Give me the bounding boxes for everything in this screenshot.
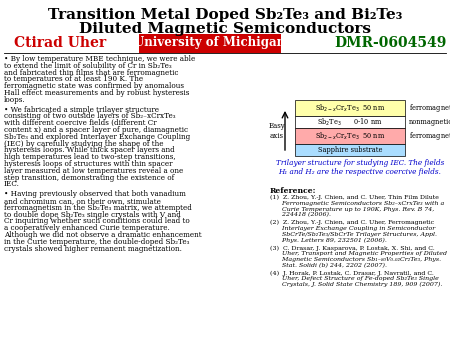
Text: Ctirad Uher: Ctirad Uher: [14, 36, 106, 50]
Text: Cr inquiring whether such conditions could lead to: Cr inquiring whether such conditions cou…: [4, 217, 190, 225]
Text: layer measured at low temperatures reveal a one: layer measured at low temperatures revea…: [4, 167, 183, 175]
Text: Curie Temperature up to 190K, Phys. Rev. B 74,: Curie Temperature up to 190K, Phys. Rev.…: [270, 207, 434, 212]
Text: to double dope Sb₂Te₃ single crystals with V and: to double dope Sb₂Te₃ single crystals wi…: [4, 211, 181, 219]
Text: ferromagnetic, H$_{c1}$: ferromagnetic, H$_{c1}$: [409, 130, 450, 142]
Text: Sb$_2$Te$_3$      0-10 nm: Sb$_2$Te$_3$ 0-10 nm: [317, 116, 383, 128]
Text: Stat. Solidi (b) 244, 2202 (2007).: Stat. Solidi (b) 244, 2202 (2007).: [270, 263, 387, 268]
Text: Reference:: Reference:: [270, 187, 316, 195]
Text: Although we did not observe a dramatic enhancement: Although we did not observe a dramatic e…: [4, 231, 202, 239]
Text: • By low temperature MBE technique, we were able: • By low temperature MBE technique, we w…: [4, 55, 195, 63]
Text: • We fabricated a simple trilayer structure: • We fabricated a simple trilayer struct…: [4, 105, 159, 114]
FancyBboxPatch shape: [139, 34, 281, 53]
Text: to extend the limit of solubility of Cr in Sb₂Te₃: to extend the limit of solubility of Cr …: [4, 62, 172, 70]
Text: crystals showed higher remanent magnetization.: crystals showed higher remanent magnetiz…: [4, 245, 182, 252]
Text: DMR-0604549: DMR-0604549: [334, 36, 446, 50]
Text: ferromagnetic, H$_{c2}$: ferromagnetic, H$_{c2}$: [409, 102, 450, 114]
Text: Ferromagnetic Semiconductors Sb₂₋xCrxTe₃ with a: Ferromagnetic Semiconductors Sb₂₋xCrxTe₃…: [270, 201, 444, 206]
Text: Sb$_{2-x}$Cr$_x$Te$_3$  50 nm: Sb$_{2-x}$Cr$_x$Te$_3$ 50 nm: [315, 130, 385, 142]
Text: a cooperatively enhanced Curie temperature.: a cooperatively enhanced Curie temperatu…: [4, 224, 170, 232]
Text: Diluted Magnetic Semiconductors: Diluted Magnetic Semiconductors: [79, 22, 371, 36]
Text: Uher, Defect Structure of Fe-doped Sb₂Te₃ Single: Uher, Defect Structure of Fe-doped Sb₂Te…: [270, 276, 439, 282]
Text: to temperatures of at least 190 K. The: to temperatures of at least 190 K. The: [4, 75, 143, 83]
Text: consisting of two outside layers of Sb₂₋xCrxTe₃: consisting of two outside layers of Sb₂₋…: [4, 113, 176, 120]
Text: hysteresis loops of structures with thin spacer: hysteresis loops of structures with thin…: [4, 160, 172, 168]
Text: (3)  C. Drasar, J. Kasparova, P. Lostak, X. Shi, and C.: (3) C. Drasar, J. Kasparova, P. Lostak, …: [270, 245, 435, 251]
Text: Hall effect measurements and by robust hysteresis: Hall effect measurements and by robust h…: [4, 89, 189, 97]
Text: high temperatures lead to two-step transitions,: high temperatures lead to two-step trans…: [4, 153, 176, 161]
Text: Uher, Transport and Magnetic Properties of Diluted: Uher, Transport and Magnetic Properties …: [270, 251, 447, 256]
Text: hysteresis loops. While thick spacer layers and: hysteresis loops. While thick spacer lay…: [4, 146, 175, 154]
Bar: [295, 116, 405, 128]
Bar: [295, 100, 405, 116]
Bar: [295, 128, 405, 144]
Text: content x) and a spacer layer of pure, diamagnetic: content x) and a spacer layer of pure, d…: [4, 126, 188, 134]
Text: with different coercive fields (different Cr: with different coercive fields (differen…: [4, 119, 157, 127]
Text: Sb$_{2-x}$Cr$_x$Te$_3$  50 nm: Sb$_{2-x}$Cr$_x$Te$_3$ 50 nm: [315, 102, 385, 114]
Text: Crystals, J. Solid State Chemistry 189, 909 (2007).: Crystals, J. Solid State Chemistry 189, …: [270, 282, 442, 287]
Text: (1)  Z. Zhou, Y.-J. Chien, and C. Uher, Thin Film Dilute: (1) Z. Zhou, Y.-J. Chien, and C. Uher, T…: [270, 195, 439, 200]
Text: Magnetic Semiconductors Sb₁₋₈₀V₀.₀₂Cr₂Te₃, Phys.: Magnetic Semiconductors Sb₁₋₈₀V₀.₀₂Cr₂Te…: [270, 257, 441, 262]
Text: Interlayer Exchange Coupling in Semiconductor: Interlayer Exchange Coupling in Semicond…: [270, 226, 435, 231]
Text: step transition, demonstrating the existence of: step transition, demonstrating the exist…: [4, 174, 174, 182]
Text: and chromium can, on their own, stimulate: and chromium can, on their own, stimulat…: [4, 197, 161, 205]
Text: Trilayer structure for studying IEC. The fields
H₁ and H₂ are the respective coe: Trilayer structure for studying IEC. The…: [276, 159, 444, 176]
Text: nonmagnetic: nonmagnetic: [409, 118, 450, 126]
Text: • Having previously observed that both vanadium: • Having previously observed that both v…: [4, 190, 186, 198]
Text: in the Curie temperature, the double-doped Sb₂Te₃: in the Curie temperature, the double-dop…: [4, 238, 189, 246]
Text: (4)  J. Horak, P. Lostak, C. Drasar, J. Navratil, and C.: (4) J. Horak, P. Lostak, C. Drasar, J. N…: [270, 271, 434, 276]
Text: (2)  Z. Zhou, Y.-J. Chien, and C. Uher, Ferromagnetic: (2) Z. Zhou, Y.-J. Chien, and C. Uher, F…: [270, 220, 434, 225]
Text: Transition Metal Doped Sb₂Te₃ and Bi₂Te₃: Transition Metal Doped Sb₂Te₃ and Bi₂Te₃: [48, 8, 402, 22]
Bar: [295, 144, 405, 156]
Text: (IEC) by carefully studying the shape of the: (IEC) by carefully studying the shape of…: [4, 140, 163, 148]
Text: University of Michigan: University of Michigan: [135, 36, 286, 49]
Text: ferromagnetic state was confirmed by anomalous: ferromagnetic state was confirmed by ano…: [4, 82, 184, 90]
Text: ferromagnetism in the Sb₂Te₃ matrix, we attempted: ferromagnetism in the Sb₂Te₃ matrix, we …: [4, 204, 192, 212]
Text: 224418 (2006).: 224418 (2006).: [270, 212, 331, 218]
Text: loops.: loops.: [4, 96, 26, 104]
Text: Phys. Letters 89, 232501 (2006).: Phys. Letters 89, 232501 (2006).: [270, 238, 387, 243]
Text: SbCrTe/Sb₂Te₃/SbCrTe Trilayer Structures, Appl.: SbCrTe/Sb₂Te₃/SbCrTe Trilayer Structures…: [270, 232, 437, 237]
Text: Sb₂Te₃ and explored Interlayer Exchange Coupling: Sb₂Te₃ and explored Interlayer Exchange …: [4, 133, 190, 141]
Text: Sapphire substrate: Sapphire substrate: [318, 146, 382, 154]
Text: IEC.: IEC.: [4, 180, 20, 188]
Text: and fabricated thin films that are ferromagnetic: and fabricated thin films that are ferro…: [4, 69, 179, 77]
Text: Easy
axis: Easy axis: [269, 122, 285, 140]
